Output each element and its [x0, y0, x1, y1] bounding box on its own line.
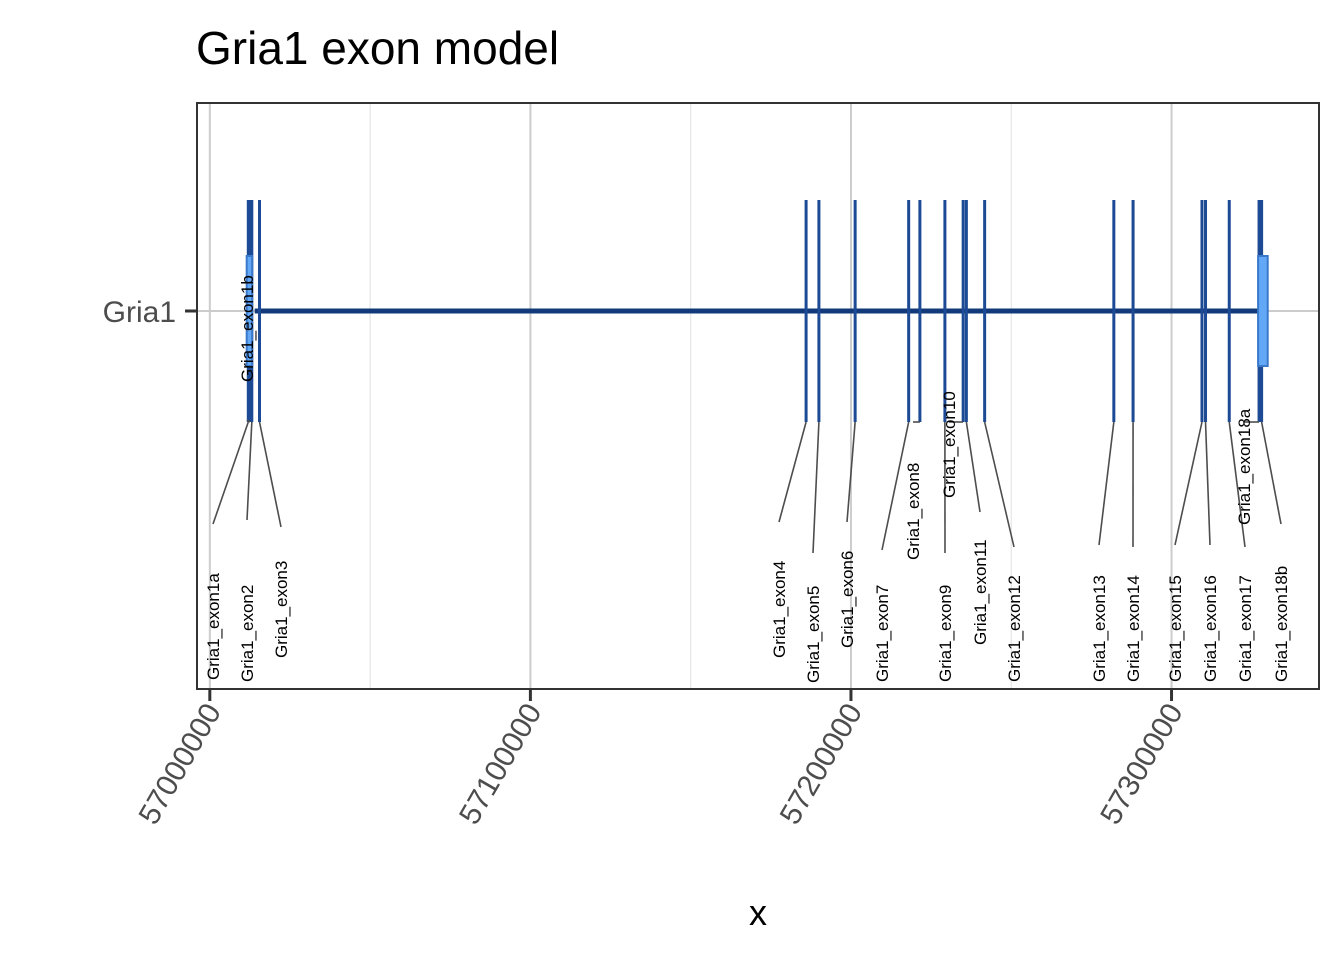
exon-leader-line-4: [258, 421, 282, 528]
exon-leader-line-8: [881, 421, 910, 551]
utr-block-1: [245, 255, 254, 367]
x-tick-label-1: 57100000: [453, 698, 548, 830]
exon-leader-line-16: [1174, 421, 1203, 546]
utr-block-2: [1257, 255, 1269, 367]
exon-leader-line-13: [983, 421, 1015, 548]
gene-track: [245, 200, 1269, 422]
exon-leader-line-12: [965, 421, 981, 513]
exon-leader-line-17: [1204, 421, 1211, 546]
exon-label-17: Gria1_exon16: [1201, 575, 1220, 682]
grid-lines: [197, 103, 1319, 689]
exon-label-8: Gria1_exon7: [873, 585, 892, 682]
exon-label-20: Gria1_exon18b: [1272, 566, 1291, 682]
exon-leader-line-1: [212, 421, 250, 525]
exon-leader-line-18: [1228, 421, 1246, 548]
exon-leader-line-20: [1260, 421, 1282, 525]
exon-leader-line-14: [1098, 421, 1115, 546]
x-axis: 57000000 57100000 57200000 57300000: [133, 689, 1190, 830]
panel-border: [196, 102, 1320, 690]
exon-label-3: Gria1_exon2: [238, 585, 257, 682]
exon-label-10: Gria1_exon9: [936, 585, 955, 682]
exon-leader-line-2: [246, 419, 251, 423]
exon-leader-line-7: [846, 421, 856, 523]
x-tick-label-3: 57300000: [1094, 698, 1189, 830]
exon-label-16: Gria1_exon15: [1166, 575, 1185, 682]
exon-label-15: Gria1_exon14: [1124, 575, 1143, 682]
exon-label-18: Gria1_exon17: [1236, 575, 1255, 682]
exon-label-11: Gria1_exon10: [940, 391, 959, 498]
x-tick-label-0: 57000000: [133, 698, 228, 830]
y-axis: Gria1: [103, 296, 197, 329]
exon-label-2: Gria1_exon1b: [238, 275, 257, 382]
exon-label-6: Gria1_exon5: [804, 586, 823, 683]
exon-label-14: Gria1_exon13: [1090, 575, 1109, 682]
exon-label-5: Gria1_exon4: [770, 561, 789, 658]
chart-title: Gria1 exon model: [196, 22, 559, 74]
exon-label-1: Gria1_exon1a: [204, 573, 223, 680]
exon-label-9: Gria1_exon8: [904, 463, 923, 560]
exon-leader-line-5: [778, 421, 807, 523]
exon-leader-line-3: [246, 421, 253, 521]
exon-label-12: Gria1_exon11: [971, 539, 990, 645]
x-tick-label-2: 57200000: [774, 698, 869, 830]
y-tick-label-gria1: Gria1: [103, 296, 176, 329]
exon-label-4: Gria1_exon3: [272, 561, 291, 658]
exon-labels: Gria1_exon1a Gria1_exon1b Gria1_exon2 Gria1…: [204, 275, 1291, 683]
exon-leader-line-6: [812, 421, 820, 554]
exon-label-19: Gria1_exon18a: [1235, 408, 1254, 525]
exon-label-13: Gria1_exon12: [1005, 575, 1024, 682]
exon-label-7: Gria1_exon6: [838, 551, 857, 648]
x-axis-label: x: [749, 892, 767, 933]
